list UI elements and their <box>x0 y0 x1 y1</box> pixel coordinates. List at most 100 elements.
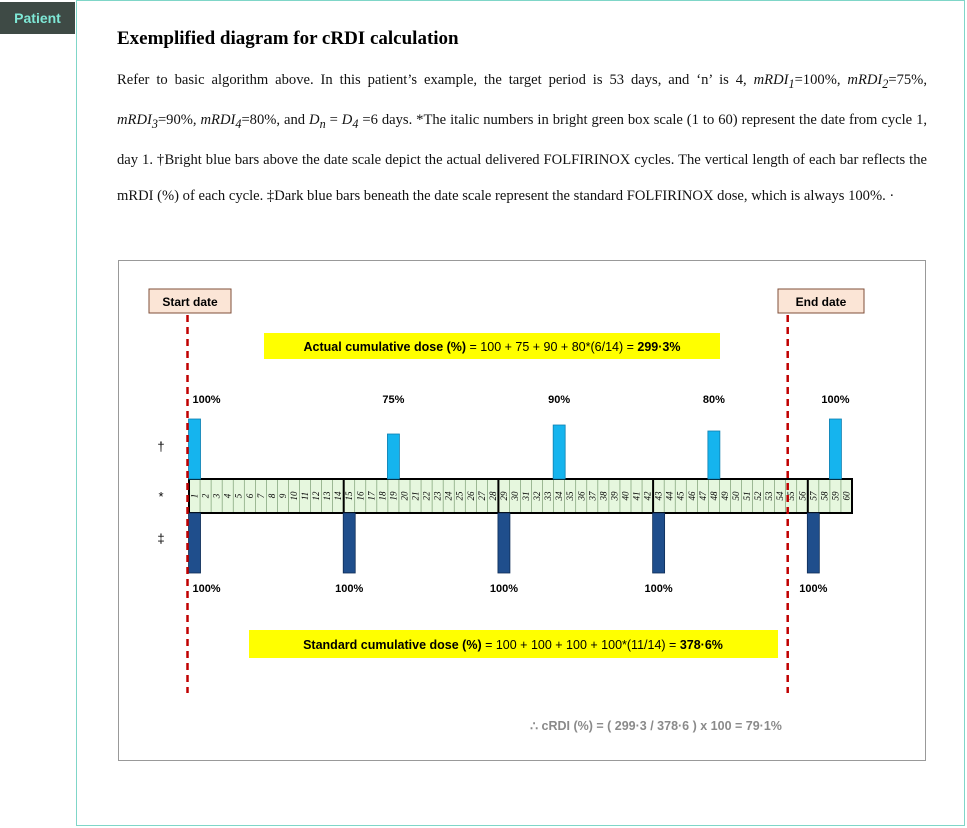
scale-day-label: 41 <box>632 492 642 501</box>
figure-caption: Refer to basic algorithm above. In this … <box>117 72 928 204</box>
actual-bar-label: 75% <box>382 394 404 406</box>
scale-day-label: 30 <box>510 491 520 502</box>
date-lines <box>186 315 789 693</box>
scale-day-label: 42 <box>643 491 653 501</box>
scale-day-label: 10 <box>289 491 299 501</box>
standard-bar <box>188 512 201 574</box>
content-frame <box>76 0 965 826</box>
scale-day-label: 55 <box>786 491 796 501</box>
actual-bar-label: 100% <box>821 394 849 406</box>
scale-day-label: 28 <box>488 491 498 501</box>
scale-day-label: 6 <box>245 493 255 498</box>
scale-day-label: 45 <box>676 491 686 501</box>
scale-day-label: 25 <box>455 491 465 501</box>
crdi-diagram: Start date End date Actual cumulative do… <box>118 260 926 761</box>
standard-bar <box>497 512 511 574</box>
scale-day-label: 24 <box>444 491 454 501</box>
scale-day-label: 17 <box>366 491 376 501</box>
scale-day-label: 40 <box>620 491 630 501</box>
scale-day-label: 21 <box>411 492 421 501</box>
diagram-canvas: Start date End date Actual cumulative do… <box>148 288 865 733</box>
scale-day-label: 37 <box>587 491 597 502</box>
standard-formula-box <box>249 630 778 658</box>
actual-bar <box>829 418 842 480</box>
scale-day-label: 16 <box>355 491 365 501</box>
end-date-label: End date <box>796 295 847 309</box>
actual-bar-label: 100% <box>192 394 220 406</box>
scale-day-label: 29 <box>499 491 509 501</box>
scale-day-label: 56 <box>797 491 807 501</box>
scale-day-label: 38 <box>598 491 608 502</box>
standard-bar-label: 100% <box>192 583 220 595</box>
actual-bar <box>552 424 566 480</box>
scale-day-label: 50 <box>731 491 741 501</box>
scale-day-label: 2 <box>201 493 211 498</box>
scale-day-label: 22 <box>422 491 432 501</box>
scale-day-label: 14 <box>333 491 343 501</box>
scale-day-label: 5 <box>234 493 244 498</box>
scale-day-label: 47 <box>698 491 708 501</box>
standard-formula: Standard cumulative dose (%) = 100 + 100… <box>303 638 723 652</box>
standard-bar-label: 100% <box>490 583 518 595</box>
scale-day-label: 4 <box>223 493 233 498</box>
start-date-box <box>148 288 232 314</box>
standard-bar <box>652 512 666 574</box>
scale-day-label: 43 <box>654 491 664 501</box>
scale-day-label: 11 <box>300 492 310 500</box>
patient-tab-label: Patient <box>14 10 61 26</box>
scale-day-label: 49 <box>720 491 730 501</box>
scale-day-label: 9 <box>278 493 288 498</box>
crdi-result: ∴ cRDI (%) = ( 299·3 / 378·6 ) x 100 = 7… <box>530 719 782 733</box>
scale-day-label: 19 <box>388 491 398 501</box>
scale-day-label: 59 <box>830 491 840 501</box>
scale-day-label: 36 <box>576 491 586 502</box>
scale-day-label: 23 <box>433 491 443 501</box>
actual-bar <box>707 430 721 480</box>
standard-bar <box>342 512 356 574</box>
scale-day-label: 57 <box>808 491 818 501</box>
patient-tab[interactable]: Patient <box>0 2 75 34</box>
scale-day-label: 34 <box>554 491 564 502</box>
marker-standard: ‡ <box>157 531 164 546</box>
actual-bar-label: 90% <box>548 394 570 406</box>
standard-bars: 100% 100% 100% 100% 100% <box>188 512 828 595</box>
scale-day-label: 48 <box>709 491 719 501</box>
start-date-label: Start date <box>162 295 218 309</box>
actual-bar-label: 80% <box>703 394 725 406</box>
scale-day-label: 46 <box>687 491 697 501</box>
figure-title: Exemplified diagram for cRDI calculation <box>117 28 459 49</box>
scale-day-label: 53 <box>764 491 774 501</box>
marker-actual: † <box>157 439 164 454</box>
scale-day-label: 15 <box>344 491 354 501</box>
scale-day-label: 51 <box>742 492 752 501</box>
actual-bars: 100% 75% 90% 80% 100% <box>188 394 850 480</box>
scale-day-label: 27 <box>477 491 487 501</box>
standard-bar-label: 100% <box>335 583 363 595</box>
scale-day-label: 39 <box>609 491 619 502</box>
scale-day-label: 44 <box>665 491 675 501</box>
actual-formula-box <box>264 333 720 359</box>
scale-day-label: 54 <box>775 491 785 501</box>
marker-scale: * <box>158 489 163 504</box>
scale-day-label: 12 <box>311 491 321 501</box>
scale-day-label: 13 <box>322 491 332 501</box>
end-date-box <box>777 288 865 314</box>
actual-formula: Actual cumulative dose (%) = 100 + 75 + … <box>304 340 681 354</box>
scale-day-label: 33 <box>543 491 553 502</box>
scale-day-label: 3 <box>212 493 222 499</box>
scale-day-label: 18 <box>377 491 387 501</box>
date-scale: 1 2 3 4 5 6 7 8 9 10 11 12 13 14 15 16 17 18 19 20 21 22 23 24 2… <box>188 478 853 514</box>
scale-border <box>188 478 853 514</box>
standard-bar-label: 100% <box>799 583 827 595</box>
scale-day-label: 26 <box>466 491 476 501</box>
scale-day-label: 32 <box>532 491 542 502</box>
standard-bar <box>806 512 820 574</box>
scale-day-label: 58 <box>819 491 829 501</box>
scale-day-label: 1 <box>190 494 200 499</box>
actual-bar <box>188 418 201 480</box>
scale-day-label: 60 <box>841 491 851 501</box>
scale-day-label: 35 <box>565 491 575 502</box>
scale-day-label: 31 <box>521 492 531 502</box>
scale-day-label: 20 <box>399 491 409 501</box>
standard-bar-label: 100% <box>645 583 673 595</box>
